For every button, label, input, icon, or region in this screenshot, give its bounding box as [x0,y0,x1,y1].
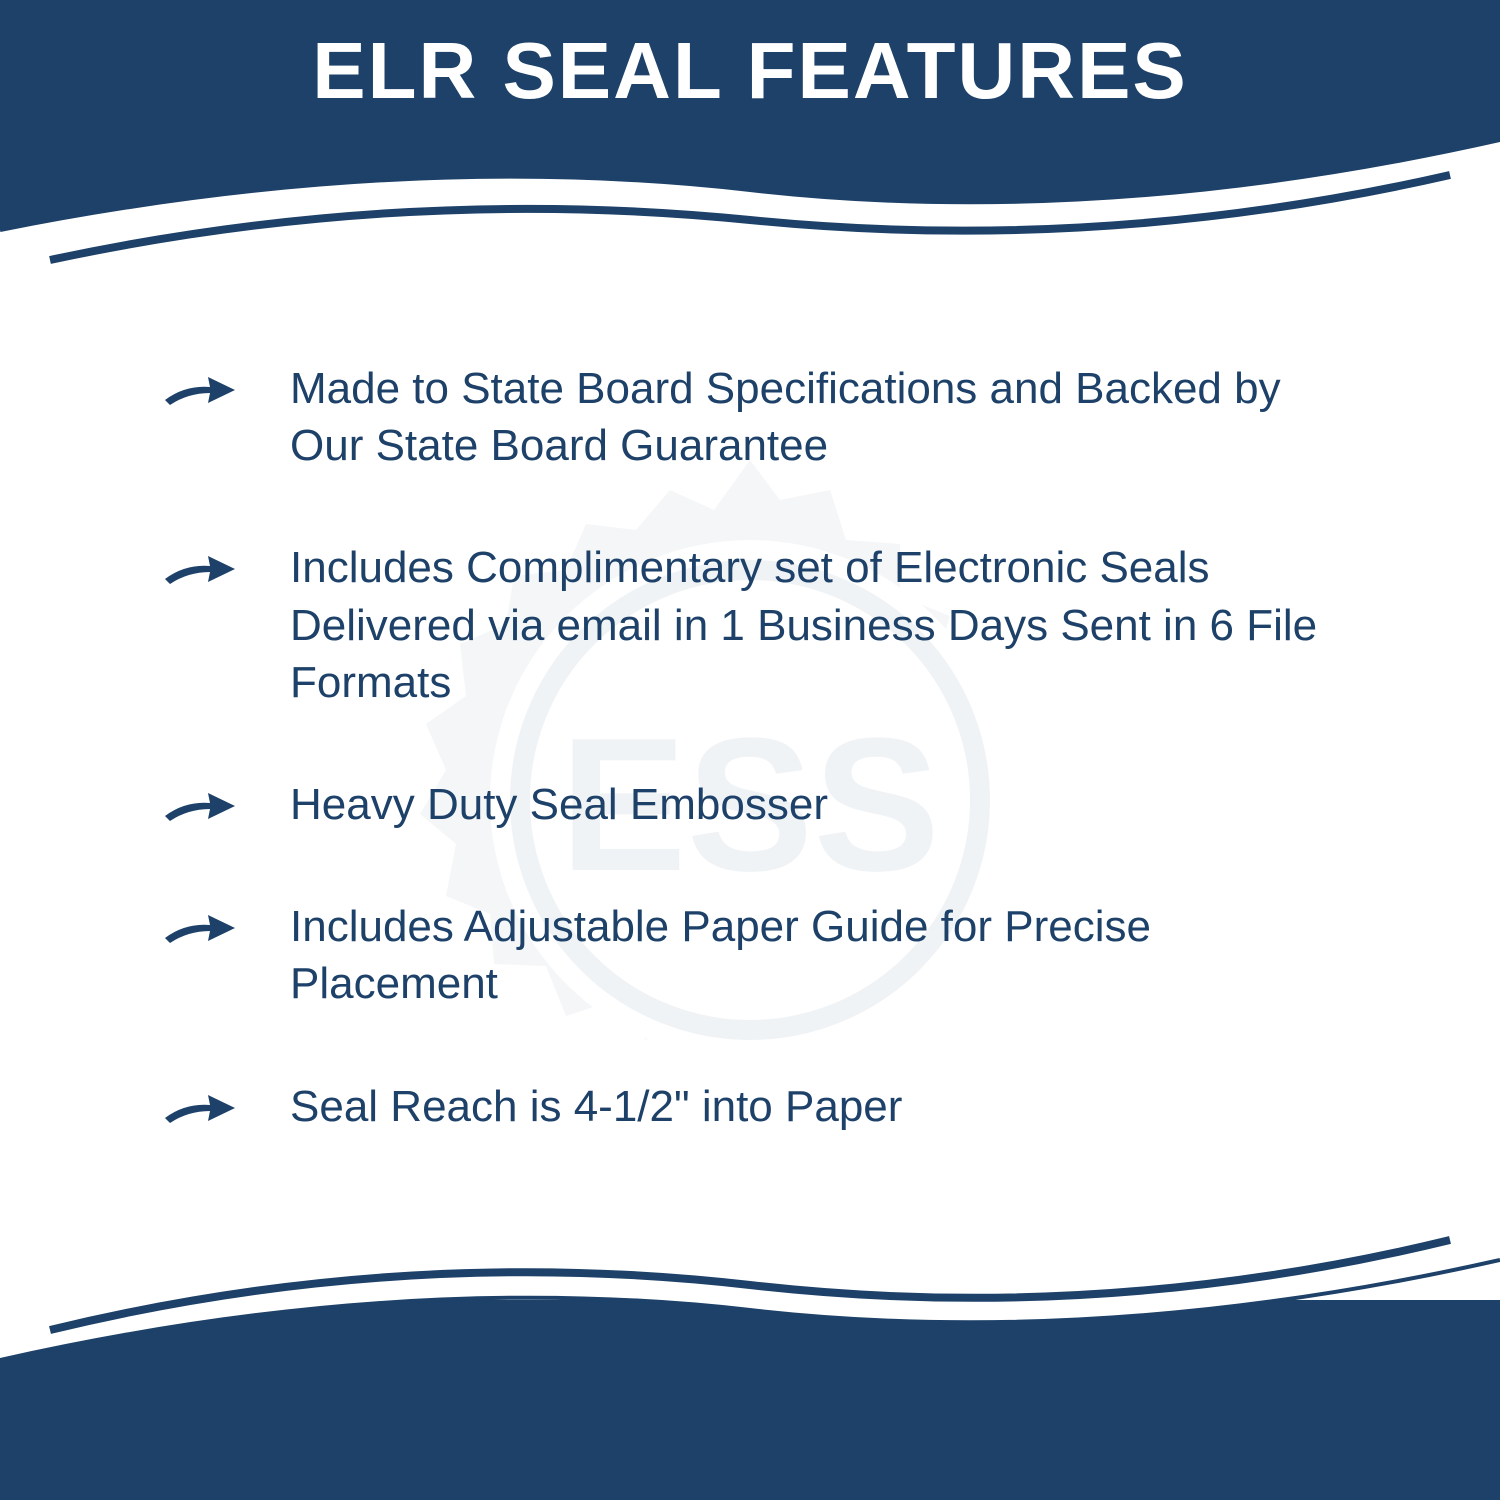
feature-item: Includes Complimentary set of Electronic… [160,539,1360,711]
feature-text: Includes Adjustable Paper Guide for Prec… [290,898,1360,1012]
bottom-swoosh-decoration [0,1190,1500,1370]
arrow-icon [160,544,240,594]
feature-text: Seal Reach is 4-1/2" into Paper [290,1078,902,1135]
features-content: ESS Made to State Board Specifications a… [0,280,1500,1320]
arrow-icon [160,903,240,953]
feature-item: Includes Adjustable Paper Guide for Prec… [160,898,1360,1012]
arrow-icon [160,365,240,415]
arrow-icon [160,1083,240,1133]
page-title: ELR SEAL FEATURES [0,0,1500,117]
feature-text: Includes Complimentary set of Electronic… [290,539,1360,711]
arrow-icon [160,781,240,831]
feature-text: Heavy Duty Seal Embosser [290,776,828,833]
feature-item: Seal Reach is 4-1/2" into Paper [160,1078,1360,1135]
feature-item: Made to State Board Specifications and B… [160,360,1360,474]
feature-text: Made to State Board Specifications and B… [290,360,1360,474]
top-swoosh-decoration [0,130,1500,310]
feature-item: Heavy Duty Seal Embosser [160,776,1360,833]
